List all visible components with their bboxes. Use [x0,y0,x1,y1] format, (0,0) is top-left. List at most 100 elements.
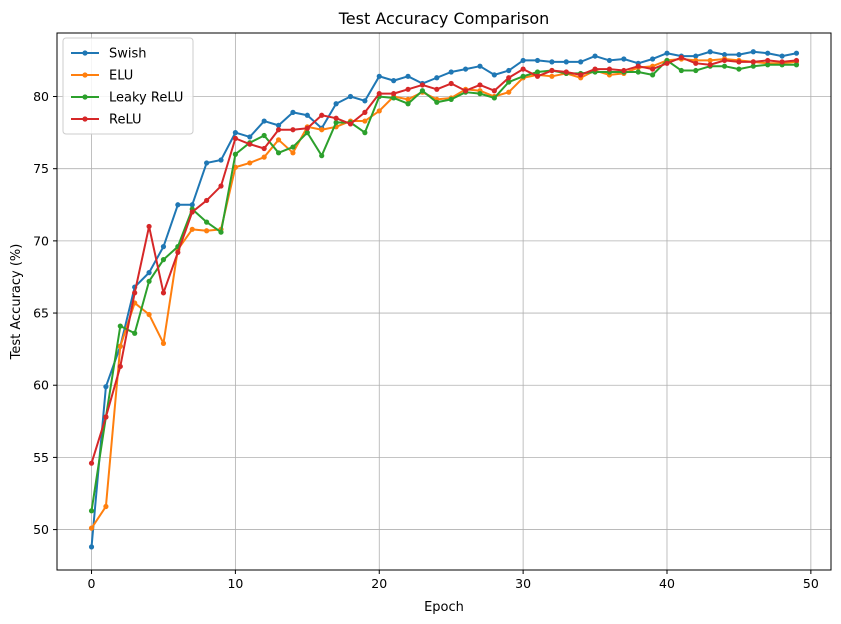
data-point-leaky-relu [477,91,483,97]
data-point-swish [232,130,238,136]
data-point-swish [247,134,253,140]
legend-box [62,37,194,135]
data-point-elu [506,89,512,95]
data-point-relu [362,109,368,115]
data-point-swish [275,122,282,128]
data-point-elu [189,226,195,232]
data-point-relu [434,86,440,92]
data-point-swish [592,53,598,59]
y-axis-title: Test Accuracy (%) [9,244,24,361]
x-tick-label: 50 [803,576,819,591]
data-point-elu [549,73,555,79]
data-point-swish [779,53,785,59]
data-point-relu [160,290,167,296]
y-tick-label: 75 [33,161,49,176]
data-point-leaky-relu [765,62,771,68]
data-point-leaky-relu [275,150,282,156]
y-tick-label: 50 [33,522,49,537]
data-point-swish [736,52,742,58]
data-point-relu [391,91,397,97]
data-point-leaky-relu [721,63,728,69]
y-tick-label: 80 [33,89,49,104]
data-point-leaky-relu [132,330,138,336]
data-point-leaky-relu [204,219,210,225]
data-point-leaky-relu [117,323,123,329]
legend: Swish ELU Leaky ReLU ReLU [62,37,194,135]
data-point-swish [462,66,469,72]
data-point-swish [477,63,483,69]
data-point-leaky-relu [232,151,238,157]
data-point-leaky-relu [520,73,526,79]
legend-marker [82,116,88,122]
data-point-relu [146,223,152,230]
y-tick-label: 65 [33,306,49,321]
data-point-swish [563,59,569,65]
data-point-leaky-relu [290,144,296,150]
data-point-swish [448,69,454,75]
legend-label: ReLU [109,113,142,128]
data-point-relu [578,72,584,78]
data-point-swish [261,118,267,124]
legend-marker [82,72,88,78]
data-point-leaky-relu [160,257,167,263]
data-point-swish [218,157,224,163]
y-tick-label: 55 [33,450,49,465]
legend-marker [82,94,88,100]
data-point-swish [606,57,613,64]
data-point-swish [146,270,152,276]
data-point-relu [247,141,253,147]
data-point-elu [204,228,210,234]
data-point-swish [491,72,497,78]
data-point-leaky-relu [650,72,656,78]
data-point-swish [103,384,109,390]
data-point-leaky-relu [261,132,267,139]
data-point-relu [491,88,497,94]
data-point-leaky-relu [750,63,756,69]
data-point-relu [175,249,181,256]
data-point-relu [606,66,613,72]
data-point-relu [693,60,699,66]
data-point-leaky-relu [391,95,397,101]
data-point-elu [376,108,382,114]
data-point-relu [189,209,195,215]
data-point-leaky-relu [218,229,224,235]
data-point-leaky-relu [304,130,310,136]
data-point-leaky-relu [405,101,411,107]
data-point-leaky-relu [319,153,325,159]
data-point-swish [333,101,339,107]
data-point-relu [275,127,282,133]
data-point-elu [362,118,368,124]
data-point-leaky-relu [434,99,440,105]
data-point-elu [88,525,95,531]
data-point-swish [693,53,699,59]
data-point-relu [304,125,310,131]
data-point-relu [477,82,483,88]
data-point-swish [391,78,397,84]
data-point-elu [261,154,267,160]
data-point-relu [218,183,224,189]
data-point-swish [88,544,95,550]
data-point-leaky-relu [793,62,800,68]
data-point-relu [650,66,656,72]
data-point-relu [232,135,238,141]
data-point-relu [506,75,512,81]
y-tick-label: 60 [33,378,49,393]
data-point-leaky-relu [534,69,541,75]
data-point-elu [405,96,411,103]
data-point-relu [621,67,627,74]
data-point-relu [664,60,670,66]
x-axis-title: Epoch [424,600,464,615]
data-point-swish [304,112,310,118]
data-point-leaky-relu [491,95,497,101]
data-point-relu [333,115,339,121]
data-point-leaky-relu [88,508,95,514]
data-point-relu [549,67,555,74]
data-point-leaky-relu [635,69,641,75]
data-point-leaky-relu [362,130,368,136]
data-point-relu [261,145,267,152]
grid [57,33,831,570]
data-point-swish [175,202,181,208]
data-point-swish [189,202,195,208]
data-point-swish [376,73,382,79]
data-point-relu [592,66,598,72]
